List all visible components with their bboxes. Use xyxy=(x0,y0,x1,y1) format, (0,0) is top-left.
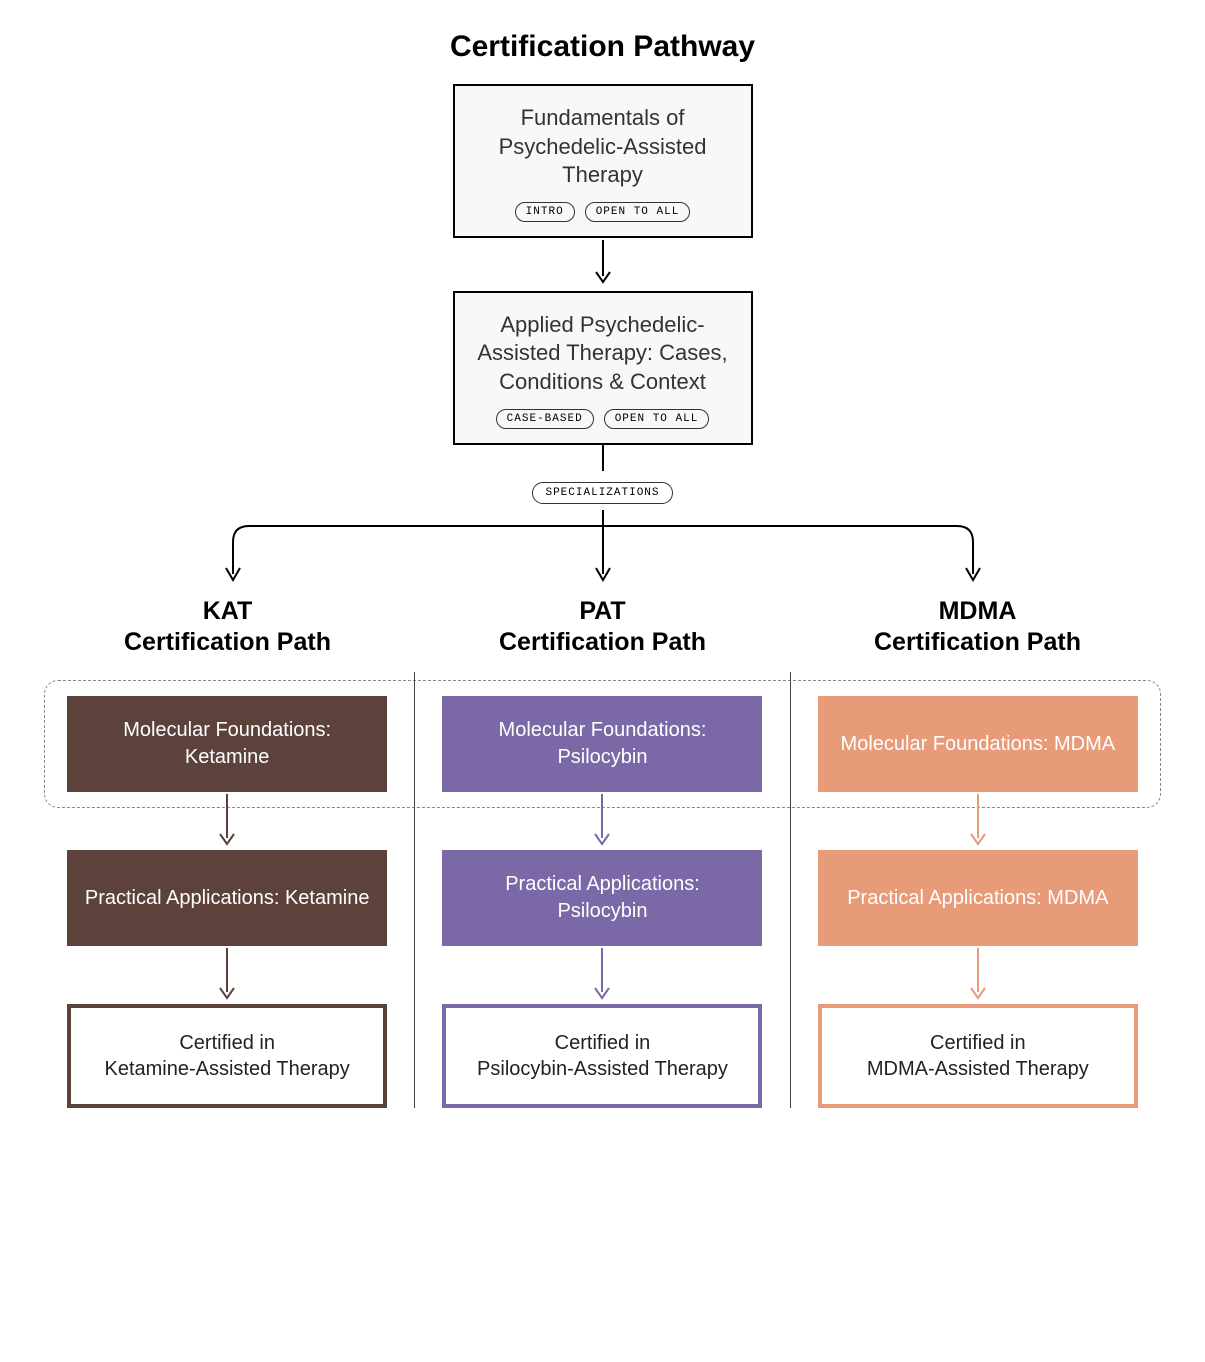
step-practical-ketamine: Practical Applications: Ketamine xyxy=(67,850,387,946)
badge-case-based: CASE-BASED xyxy=(496,409,594,429)
arrow-down-icon xyxy=(968,946,988,1004)
paths-wrap: Molecular Foundations: Ketamine Practica… xyxy=(40,672,1165,1108)
path-col-pat: Molecular Foundations: Psilocybin Practi… xyxy=(414,672,789,1108)
arrow-down-icon xyxy=(217,946,237,1004)
top-flow: Fundamentals of Psychedelic-Assisted The… xyxy=(40,84,1165,590)
arrow-down-icon xyxy=(593,238,613,291)
intro-box-title: Fundamentals of Psychedelic-Assisted The… xyxy=(475,104,731,190)
step-practical-psilocybin: Practical Applications: Psilocybin xyxy=(442,850,762,946)
intro-box-fundamentals: Fundamentals of Psychedelic-Assisted The… xyxy=(453,84,753,238)
badge-open-to-all: OPEN TO ALL xyxy=(585,202,691,222)
cert-mdma: Certified in MDMA-Assisted Therapy xyxy=(818,1004,1138,1108)
cert-ketamine: Certified in Ketamine-Assisted Therapy xyxy=(67,1004,387,1108)
arrow-down-icon xyxy=(592,792,612,850)
arrow-down-icon xyxy=(592,946,612,1004)
path-col-mdma: Molecular Foundations: MDMA Practical Ap… xyxy=(790,672,1165,1108)
specializations-label: SPECIALIZATIONS xyxy=(532,482,672,504)
path-title-pat: PAT Certification Path xyxy=(418,596,788,659)
step-practical-mdma: Practical Applications: MDMA xyxy=(818,850,1138,946)
connector-line-icon xyxy=(593,445,613,476)
diagram-root: Certification Pathway Fundamentals of Ps… xyxy=(40,30,1165,1108)
page-title: Certification Pathway xyxy=(40,30,1165,64)
arrow-down-icon xyxy=(968,792,988,850)
paths-columns: Molecular Foundations: Ketamine Practica… xyxy=(40,672,1165,1108)
arrow-down-icon xyxy=(217,792,237,850)
paths-header: KAT Certification Path PAT Certification… xyxy=(40,596,1165,659)
intro-box-title: Applied Psychedelic-Assisted Therapy: Ca… xyxy=(475,311,731,397)
badge-open-to-all: OPEN TO ALL xyxy=(604,409,710,429)
step-molecular-psilocybin: Molecular Foundations: Psilocybin xyxy=(442,696,762,792)
badge-row: CASE-BASED OPEN TO ALL xyxy=(475,409,731,429)
badge-intro: INTRO xyxy=(515,202,575,222)
path-title-mdma: MDMA Certification Path xyxy=(793,596,1163,659)
step-molecular-ketamine: Molecular Foundations: Ketamine xyxy=(67,696,387,792)
step-molecular-mdma: Molecular Foundations: MDMA xyxy=(818,696,1138,792)
branch-connector-icon xyxy=(48,510,1158,590)
path-col-kat: Molecular Foundations: Ketamine Practica… xyxy=(40,672,414,1108)
intro-box-applied: Applied Psychedelic-Assisted Therapy: Ca… xyxy=(453,291,753,445)
path-title-kat: KAT Certification Path xyxy=(43,596,413,659)
badge-row: INTRO OPEN TO ALL xyxy=(475,202,731,222)
cert-psilocybin: Certified in Psilocybin-Assisted Therapy xyxy=(442,1004,762,1108)
